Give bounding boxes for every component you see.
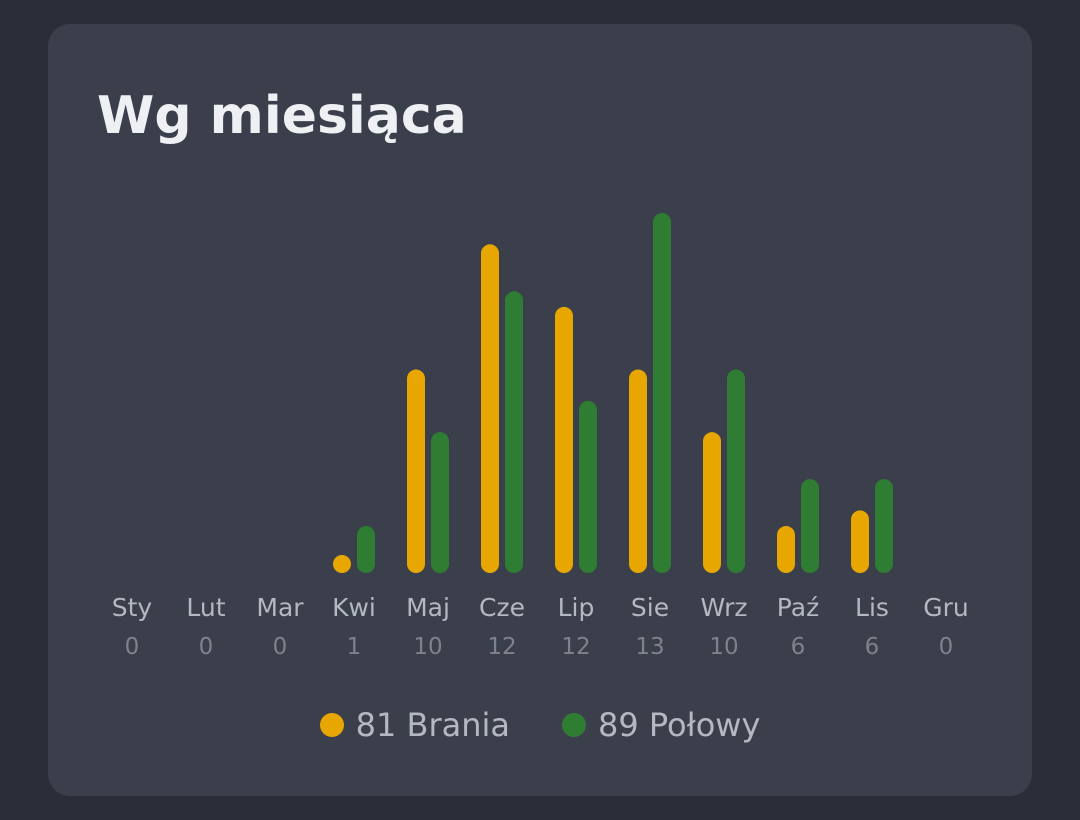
bar-brania-10[interactable] bbox=[851, 510, 869, 573]
month-count: 0 bbox=[125, 634, 140, 660]
month-label: Kwi bbox=[332, 593, 376, 622]
legend-dot-polowy bbox=[561, 713, 586, 737]
month-label: Wrz bbox=[701, 593, 748, 622]
month-label: Sie bbox=[631, 593, 669, 622]
month-count: 10 bbox=[413, 634, 442, 660]
month-label: Lut bbox=[186, 593, 225, 622]
bar-polowy-7[interactable] bbox=[653, 213, 671, 573]
chart-legend: 81 Brania 89 Połowy bbox=[48, 700, 1032, 750]
month-label: Mar bbox=[256, 593, 304, 622]
month-count: 0 bbox=[273, 634, 288, 660]
month-count: 12 bbox=[487, 634, 516, 660]
legend-item-polowy[interactable]: 89 Połowy bbox=[561, 700, 761, 750]
bar-brania-9[interactable] bbox=[777, 526, 795, 573]
bar-polowy-8[interactable] bbox=[727, 369, 745, 573]
month-count: 10 bbox=[709, 634, 738, 660]
month-label: Lis bbox=[855, 593, 889, 622]
month-label: Sty bbox=[112, 593, 153, 622]
month-label: Lip bbox=[558, 593, 595, 622]
card-title: Wg miesiąca bbox=[97, 86, 467, 146]
month-label: Gru bbox=[923, 593, 969, 622]
bar-brania-4[interactable] bbox=[407, 369, 425, 573]
month-count: 0 bbox=[939, 634, 954, 660]
month-count: 6 bbox=[791, 634, 806, 660]
month-label: Maj bbox=[406, 593, 450, 622]
bar-brania-7[interactable] bbox=[629, 369, 647, 573]
month-label: Paź bbox=[777, 593, 819, 622]
month-count: 6 bbox=[865, 634, 880, 660]
bar-polowy-6[interactable] bbox=[579, 400, 597, 573]
legend-dot-brania bbox=[319, 713, 344, 737]
bar-brania-5[interactable] bbox=[481, 244, 499, 573]
bar-brania-6[interactable] bbox=[555, 306, 573, 573]
legend-item-brania[interactable]: 81 Brania bbox=[319, 700, 510, 750]
bar-brania-3[interactable] bbox=[333, 555, 351, 573]
month-label: Cze bbox=[479, 593, 525, 622]
monthly-chart-card: Wg miesiąca Sty 0 Lut 0 Mar 0 Kwi 1 Maj 10 Cze 12 Li… bbox=[48, 24, 1032, 796]
bar-polowy-4[interactable] bbox=[431, 432, 449, 573]
bar-polowy-3[interactable] bbox=[357, 526, 375, 573]
month-count: 1 bbox=[347, 634, 362, 660]
bar-polowy-10[interactable] bbox=[875, 479, 893, 573]
month-count: 13 bbox=[635, 634, 664, 660]
legend-label-brania: 81 Brania bbox=[355, 706, 510, 744]
bar-polowy-9[interactable] bbox=[801, 479, 819, 573]
bar-polowy-5[interactable] bbox=[505, 291, 523, 573]
bar-brania-8[interactable] bbox=[703, 432, 721, 573]
legend-label-polowy: 89 Połowy bbox=[597, 706, 761, 744]
month-count: 0 bbox=[199, 634, 214, 660]
bar-chart: Sty 0 Lut 0 Mar 0 Kwi 1 Maj 10 Cze 12 Lip 12 Sie 13 Wrz 1… bbox=[112, 213, 969, 660]
month-count: 12 bbox=[561, 634, 590, 660]
